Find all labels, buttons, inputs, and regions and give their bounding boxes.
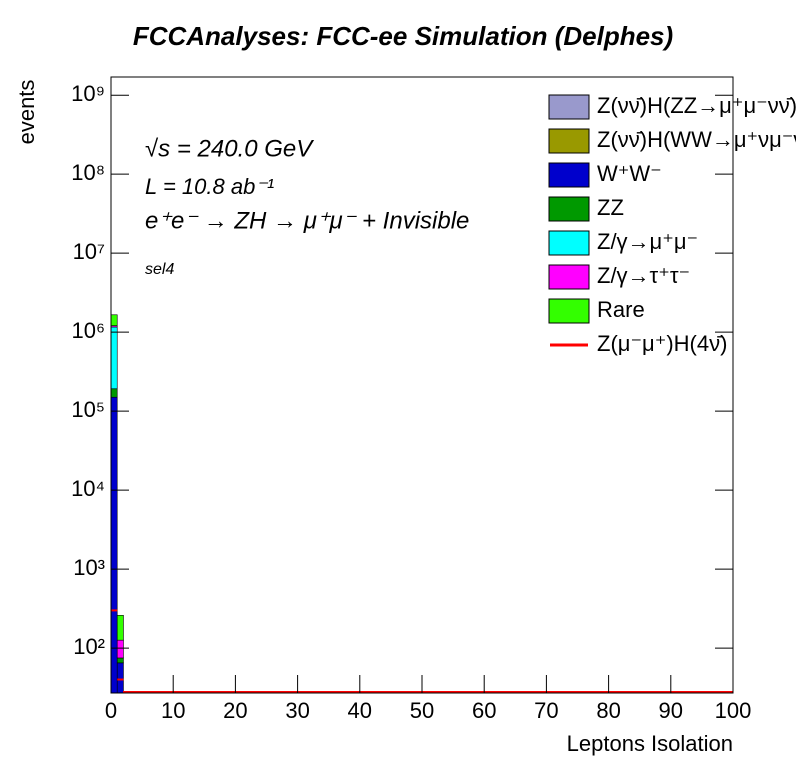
x-tick-label: 10 xyxy=(161,698,185,723)
x-tick-label: 70 xyxy=(534,698,558,723)
legend-swatch xyxy=(548,94,590,120)
histogram-bar xyxy=(116,639,124,659)
histogram-bar xyxy=(111,396,118,693)
y-tick-label: 10⁹ xyxy=(71,81,105,106)
x-tick-label: 80 xyxy=(596,698,620,723)
x-tick-label: 60 xyxy=(472,698,496,723)
legend-label: Z(νν̄)H(ZZ→μ⁺μ⁻νν̄) xyxy=(597,93,796,118)
annotation: sel4 xyxy=(145,261,174,278)
histogram-bar xyxy=(116,657,124,664)
x-tick-label: 100 xyxy=(715,698,752,723)
chart-title: FCCAnalyses: FCC-ee Simulation (Delphes) xyxy=(133,21,673,51)
x-axis-label: Leptons Isolation xyxy=(567,731,733,756)
legend-swatch xyxy=(548,230,590,256)
x-tick-label: 30 xyxy=(285,698,309,723)
legend-label: Z(μ⁻μ⁺)H(4ν̄) xyxy=(597,331,727,356)
histogram-bar xyxy=(111,388,118,398)
x-tick-label: 40 xyxy=(348,698,372,723)
legend-swatch xyxy=(548,162,590,188)
y-tick-label: 10⁵ xyxy=(71,397,105,422)
legend-label: Z(νν̄)H(WW→μ⁺νμ⁻ν̄) xyxy=(597,127,796,152)
legend-label: ZZ xyxy=(597,195,624,220)
histogram-bar xyxy=(111,314,118,326)
x-tick-label: 50 xyxy=(410,698,434,723)
legend-swatch xyxy=(548,128,590,154)
legend-label: Z/γ→τ⁺τ⁻ xyxy=(597,263,690,288)
y-tick-label: 10³ xyxy=(73,555,105,580)
annotation: e⁺e⁻ → ZH → μ⁺μ⁻ + Invisible xyxy=(145,207,469,234)
legend-swatch xyxy=(548,264,590,290)
y-axis-label: events xyxy=(14,80,39,145)
y-tick-label: 10² xyxy=(73,634,105,659)
histogram-bar xyxy=(116,615,124,641)
x-tick-label: 90 xyxy=(659,698,683,723)
x-tick-label: 20 xyxy=(223,698,247,723)
legend-label: Rare xyxy=(597,297,645,322)
legend-swatch xyxy=(548,298,590,324)
legend-swatch xyxy=(548,196,590,222)
y-tick-label: 10⁸ xyxy=(71,160,105,185)
y-tick-label: 10⁷ xyxy=(73,239,105,264)
y-tick-label: 10⁶ xyxy=(71,318,105,343)
annotation: √s = 240.0 GeV xyxy=(145,135,314,162)
legend-label: W⁺W⁻ xyxy=(597,161,662,186)
x-tick-label: 0 xyxy=(105,698,117,723)
histogram-bar xyxy=(111,326,118,390)
y-tick-label: 10⁴ xyxy=(71,476,105,501)
plot-area xyxy=(111,314,124,693)
legend-label: Z/γ→μ⁺μ⁻ xyxy=(597,229,698,254)
annotation: L = 10.8 ab⁻¹ xyxy=(145,174,274,199)
